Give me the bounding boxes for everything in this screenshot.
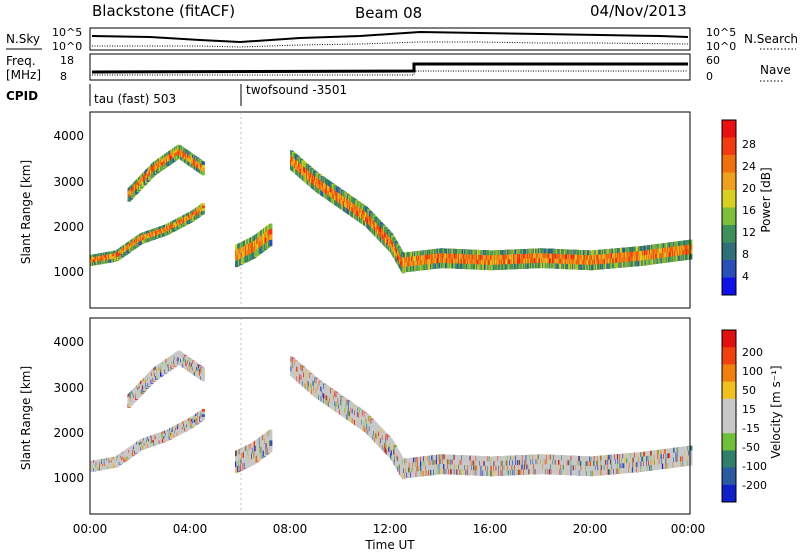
colorbar-swatch xyxy=(722,260,736,278)
noise-left-tick-bottom: 10^0 xyxy=(52,40,82,53)
velocity-heatmap xyxy=(90,350,693,480)
heatmap-cell xyxy=(201,411,205,415)
colorbar-swatch xyxy=(722,207,736,226)
noise-left-label: N.Sky xyxy=(6,32,40,46)
heatmap-cell xyxy=(201,168,205,172)
nave-trace xyxy=(92,70,688,76)
heatmap-cell xyxy=(201,171,205,176)
heatmap-cell xyxy=(269,229,273,235)
colorbar-swatch xyxy=(722,225,736,243)
date-title: 04/Nov/2013 xyxy=(590,2,687,20)
power-cbar-label: Power [dB] xyxy=(759,167,773,232)
colorbar-swatch xyxy=(722,155,736,173)
power-cbar-tick-20: 20 xyxy=(742,182,756,195)
freq-panel: Freq. [MHz] 18 8 60 0 Nave xyxy=(6,53,791,83)
freq-tick-bottom: 8 xyxy=(60,70,67,83)
noise-sky-trace xyxy=(91,30,689,44)
heatmap-cell xyxy=(269,239,273,246)
power-ytick-3000: 3000 xyxy=(53,175,84,189)
colorbar-swatch xyxy=(722,190,736,208)
freq-label-line1: Freq. xyxy=(6,54,36,68)
heatmap-cell xyxy=(269,234,273,241)
heatmap-cell xyxy=(201,210,205,214)
power-cbar-tick-8: 8 xyxy=(742,248,749,261)
heatmap-cell xyxy=(201,414,205,418)
heatmap-cell xyxy=(201,205,205,209)
noise-right-tick-top: 10^5 xyxy=(706,26,736,39)
power-colorbar xyxy=(721,119,737,296)
nave-tick-bottom: 0 xyxy=(706,70,713,83)
power-cbar-tick-24: 24 xyxy=(742,160,756,173)
power-panel: Slant Range [km] 4000 3000 2000 1000 Pow… xyxy=(19,111,773,309)
colorbar-swatch xyxy=(722,172,736,191)
cpid-label: CPID xyxy=(6,89,38,103)
colorbar-swatch xyxy=(722,242,736,261)
noise-search-trace xyxy=(92,41,689,48)
power-cbar-tick-12: 12 xyxy=(742,226,756,239)
colorbar-swatch xyxy=(722,137,736,156)
cpid-segment-2: twofsound -3501 xyxy=(246,83,347,97)
power-ylabel: Slant Range [km] xyxy=(19,160,33,264)
noise-right-tick-bottom: 10^0 xyxy=(706,40,736,53)
nave-tick-top: 60 xyxy=(706,54,720,67)
power-heatmap xyxy=(90,144,693,274)
power-ytick-4000: 4000 xyxy=(53,129,84,143)
power-cbar-tick-28: 28 xyxy=(742,138,756,151)
cpid-row: CPID tau (fast) 503 twofsound -3501 xyxy=(6,83,347,106)
nave-label: Nave xyxy=(760,63,791,77)
heatmap-cell xyxy=(689,249,693,255)
heatmap-cell xyxy=(269,223,273,230)
heatmap-cell xyxy=(689,244,693,250)
power-ytick-2000: 2000 xyxy=(53,220,84,234)
heatmap-cell xyxy=(689,239,693,245)
freq-label-line2: [MHz] xyxy=(6,68,41,82)
heatmap-cell xyxy=(689,254,693,260)
noise-panel: N.Sky 10^5 10^0 10^5 10^0 N.Search xyxy=(6,26,798,53)
heatmap-cell xyxy=(201,161,205,166)
heatmap-cell xyxy=(201,409,205,413)
heatmap-cell xyxy=(201,164,205,169)
noise-right-label: N.Search xyxy=(744,32,798,46)
colorbar-frame xyxy=(721,119,737,296)
heatmap-cell xyxy=(201,203,205,207)
beam-title: Beam 08 xyxy=(355,4,422,22)
power-ytick-1000: 1000 xyxy=(53,265,84,279)
colorbar-swatch xyxy=(722,277,736,296)
freq-tick-top: 18 xyxy=(60,54,74,67)
velocity-panel: Slant Range [km] 4000 3000 2000 1000 Vel… xyxy=(19,317,783,515)
station-title: Blackstone (fitACF) xyxy=(92,2,235,20)
heatmap-cell xyxy=(201,208,205,212)
freq-trace xyxy=(91,62,688,74)
cpid-segment-1: tau (fast) 503 xyxy=(94,92,176,106)
heatmap-cell xyxy=(201,416,205,420)
power-cbar-tick-4: 4 xyxy=(742,270,749,283)
noise-left-tick-top: 10^5 xyxy=(52,26,82,39)
power-cbar-tick-16: 16 xyxy=(742,204,756,217)
colorbar-swatch xyxy=(722,120,736,138)
